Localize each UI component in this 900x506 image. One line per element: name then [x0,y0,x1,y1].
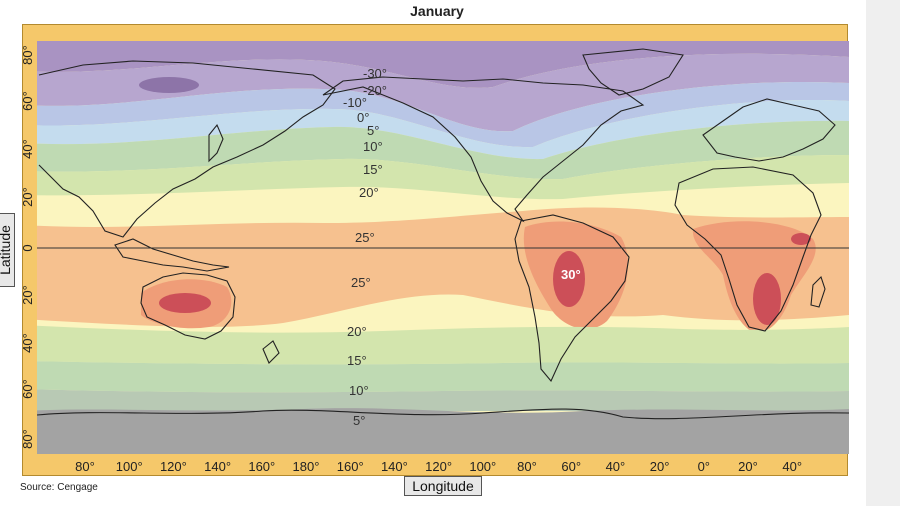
isotherm-label: 20° [359,185,379,200]
band-cool [37,81,849,148]
south-america-outline [514,214,630,383]
isotherm-label: -10° [343,95,367,110]
band-cold [37,53,849,132]
longitude-tick-label: 160° [337,459,364,474]
band-south-cool [37,389,849,411]
latitude-tick-label: 40° [23,139,35,159]
japan-outline [208,123,224,163]
latitude-tick-label: 20° [23,187,35,207]
coastlines [37,48,849,420]
greenland-outline [582,48,684,96]
australia-outline [140,272,236,340]
new-zealand-outline [262,340,280,364]
longitude-tick-label: 100° [116,459,143,474]
isotherm-label: -20° [363,83,387,98]
isotherm-label: -30° [363,66,387,81]
longitude-tick-label: 40° [782,459,802,474]
latitude-tick-label: 0 [23,244,35,251]
band-south-green [37,361,849,393]
band-antarctic [37,408,849,454]
isotherm-label: 30° [561,267,581,282]
band-light-green [37,155,849,200]
latitude-ticks: 80° 60° 40° 20° 0 20° 40° 60° 80° [23,45,35,449]
latitude-tick-label: 60° [23,379,35,399]
isotherm-label: 25° [355,230,375,245]
africa-outline [674,166,822,332]
isotherm-label: 5° [353,413,365,428]
longitude-tick-label: 0° [698,459,710,474]
north-america-outline [322,76,645,223]
antarctica-outline [37,408,849,420]
temperature-map: -30° -20° -10° 0° 5° 10° 15° 20° 25° 25°… [23,41,849,474]
band-green [37,120,849,180]
longitude-tick-label: 60° [561,459,581,474]
right-gutter [866,0,900,506]
latitude-axis-label: Latitude [0,213,15,287]
map-title: January [410,3,464,19]
isotherm-label: 20° [347,324,367,339]
band-hot-siberia [139,77,199,93]
latitude-tick-label: 80° [23,429,35,449]
longitude-tick-label: 80° [75,459,95,474]
longitude-tick-label: 180° [293,459,320,474]
madagascar-outline [810,275,826,308]
band-hot-east-africa [791,233,811,245]
band-hot-australia [159,293,211,313]
longitude-tick-label: 100° [469,459,496,474]
band-orange [37,207,849,327]
longitude-tick-label: 160° [248,459,275,474]
isotherm-label: 10° [349,383,369,398]
latitude-tick-label: 40° [23,333,35,353]
longitude-tick-label: 120° [425,459,452,474]
longitude-tick-label: 40° [606,459,626,474]
isotherm-label: 15° [363,162,383,177]
band-hot-south-america [553,251,585,307]
band-very-cold [37,41,849,88]
band-south-light-green [37,325,849,365]
isotherm-labels: -30° -20° -10° 0° 5° 10° 15° 20° 25° 25°… [343,66,581,428]
longitude-ticks: 80° 100° 120° 140° 160° 180° 160° 140° 120° 100° 8… [75,459,802,474]
longitude-tick-label: 140° [381,459,408,474]
longitude-tick-label: 20° [738,459,758,474]
latitude-tick-label: 80° [23,45,35,65]
longitude-axis-label: Longitude [404,476,482,496]
isotherm-label: 0° [357,110,369,125]
eurasia-outline [38,60,336,238]
band-hot-africa [753,273,781,325]
source-credit: Source: Cengage [20,482,98,493]
longitude-tick-label: 80° [517,459,537,474]
latitude-tick-label: 60° [23,91,35,111]
longitude-tick-label: 20° [650,459,670,474]
isotherm-label: 5° [367,123,379,138]
map-frame: -30° -20° -10° 0° 5° 10° 15° 20° 25° 25°… [22,24,849,476]
longitude-tick-label: 120° [160,459,187,474]
band-light-blue [37,100,849,160]
indonesia-outline [114,238,230,272]
longitude-tick-label: 140° [204,459,231,474]
latitude-tick-label: 20° [23,285,35,305]
isotherm-label: 10° [363,139,383,154]
europe-outline [702,98,836,162]
isotherm-label: 25° [351,275,371,290]
isotherm-label: 15° [347,353,367,368]
band-warm-africa [692,221,816,333]
